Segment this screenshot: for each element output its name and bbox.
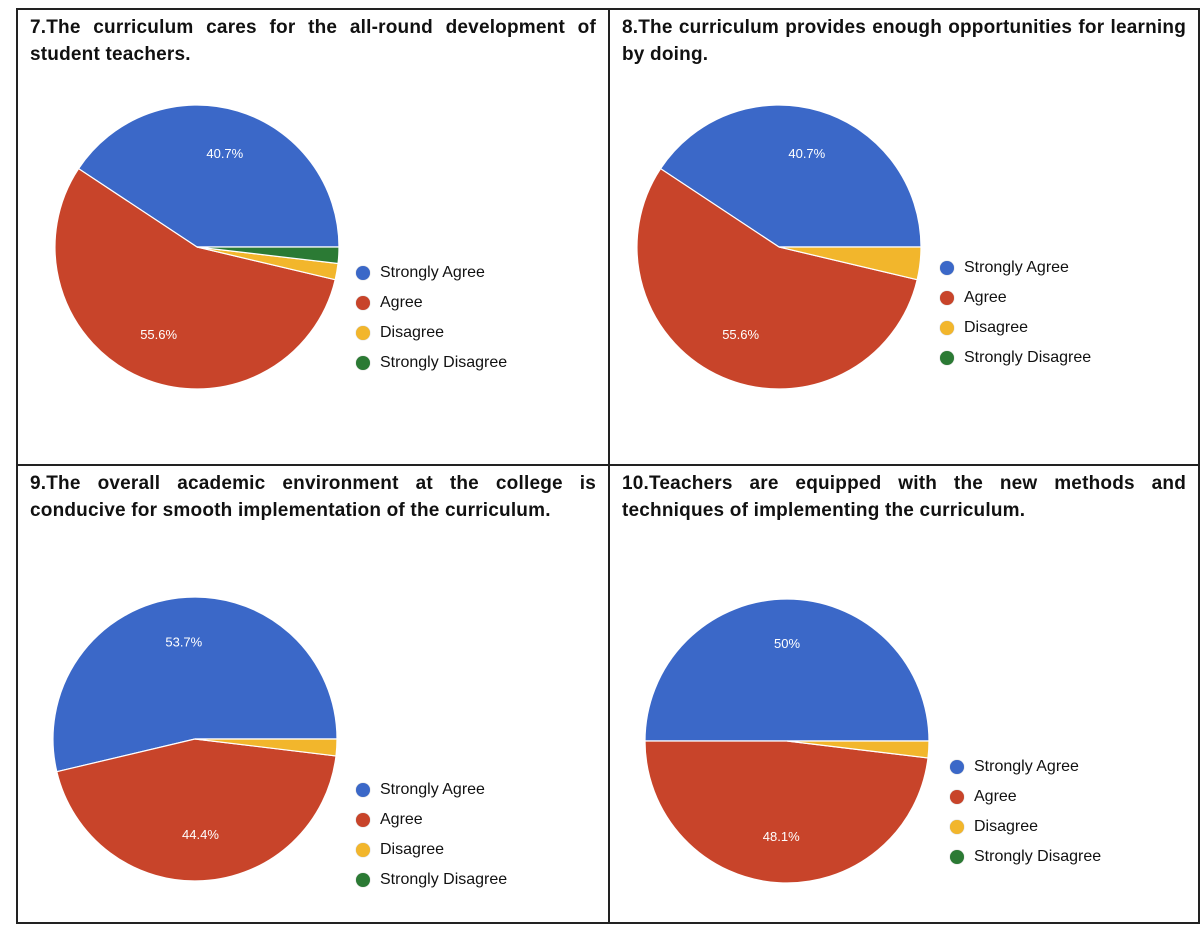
legend-item-strongly-disagree: Strongly Disagree [940, 343, 1091, 373]
pie-slice-disagree [778, 246, 922, 281]
legend-swatch [356, 266, 370, 280]
legend-item-strongly-disagree: Strongly Disagree [356, 348, 507, 378]
legend-label: Agree [964, 289, 1007, 306]
slice-label-strongly-agree: 50% [774, 636, 800, 651]
legend-item-agree: Agree [940, 283, 1091, 313]
pie-slice-agree [54, 167, 336, 390]
legend-swatch [940, 261, 954, 275]
legend-item-strongly-agree: Strongly Agree [940, 253, 1091, 283]
pie-slice-agree [56, 738, 337, 882]
legend-label: Strongly Disagree [974, 848, 1102, 865]
legend-item-strongly-disagree: Strongly Disagree [950, 842, 1101, 872]
legend-swatch [356, 783, 370, 797]
legend-item-disagree: Disagree [950, 812, 1101, 842]
legend-swatch [950, 850, 964, 864]
legend-item-agree: Agree [950, 782, 1101, 812]
legend-label: Disagree [964, 319, 1029, 336]
chart-panel-9: 9.The overall academic environment at th… [18, 466, 608, 922]
pie-slice-disagree [194, 738, 338, 757]
slice-label-agree: 55.6% [722, 327, 759, 342]
legend-label: Agree [380, 294, 423, 311]
pie-slice-strongly-disagree [196, 246, 340, 265]
legend-swatch [356, 356, 370, 370]
slice-label-agree: 44.4% [182, 827, 219, 842]
legend-item-strongly-agree: Strongly Agree [356, 775, 507, 805]
legend-item-strongly-disagree: Strongly Disagree [356, 865, 507, 895]
pie-chart: 50% 48.1% [644, 598, 930, 884]
legend-swatch [940, 351, 954, 365]
legend: Strongly Agree Agree Disagree Strongly Disa… [940, 253, 1091, 373]
chart-panel-10: 10.Teachers are equipped with the new me… [610, 466, 1198, 922]
legend-item-agree: Agree [356, 805, 507, 835]
legend-swatch [356, 813, 370, 827]
legend-label: Strongly Agree [964, 259, 1069, 276]
slice-label-agree: 55.6% [140, 327, 177, 342]
pie-slice-disagree [786, 740, 930, 759]
legend: Strongly Agree Agree Disagree Strongly Disa… [356, 258, 507, 378]
chart-panel-8: 8.The curriculum provides enough opportu… [610, 10, 1198, 464]
legend-item-agree: Agree [356, 288, 507, 318]
chart-title: 7.The curriculum cares for the all-round… [30, 17, 596, 65]
legend-label: Strongly Agree [974, 758, 1079, 775]
pie-slice-agree [644, 740, 929, 884]
legend-item-disagree: Disagree [356, 835, 507, 865]
legend-swatch [940, 291, 954, 305]
grid-divider-horizontal [18, 464, 1198, 466]
legend-swatch [940, 321, 954, 335]
grid-divider-vertical [608, 10, 610, 922]
legend-label: Agree [380, 811, 423, 828]
legend-item-strongly-agree: Strongly Agree [950, 752, 1101, 782]
legend-swatch [356, 326, 370, 340]
chart-title: 8.The curriculum provides enough opportu… [622, 17, 1186, 65]
legend-label: Agree [974, 788, 1017, 805]
legend: Strongly Agree Agree Disagree Strongly Disa… [950, 752, 1101, 872]
slice-label-strongly-agree: 40.7% [788, 146, 825, 161]
legend-item-strongly-agree: Strongly Agree [356, 258, 507, 288]
legend-label: Strongly Disagree [380, 354, 508, 371]
chart-title: 10.Teachers are equipped with the new me… [622, 473, 1186, 521]
pie-chart: 40.7% 55.6% [54, 104, 340, 390]
legend-item-disagree: Disagree [940, 313, 1091, 343]
slice-label-agree: 48.1% [763, 829, 800, 844]
legend-swatch [950, 790, 964, 804]
legend-swatch [356, 296, 370, 310]
pie-chart: 40.7% 55.6% [636, 104, 922, 390]
pie-slice-strongly-agree [52, 596, 338, 773]
legend-swatch [356, 843, 370, 857]
legend-label: Strongly Disagree [380, 871, 508, 888]
legend-label: Disagree [380, 324, 445, 341]
chart-title: 9.The overall academic environment at th… [30, 473, 596, 521]
pie-chart: 53.7% 44.4% [52, 596, 338, 882]
legend-swatch [950, 820, 964, 834]
legend-label: Disagree [380, 841, 445, 858]
chart-panel-7: 7.The curriculum cares for the all-round… [18, 10, 608, 464]
legend-label: Strongly Agree [380, 781, 485, 798]
chart-grid: 7.The curriculum cares for the all-round… [16, 8, 1200, 924]
legend-label: Strongly Agree [380, 264, 485, 281]
legend: Strongly Agree Agree Disagree Strongly Disa… [356, 775, 507, 895]
slice-label-strongly-agree: 53.7% [165, 635, 202, 650]
legend-label: Disagree [974, 818, 1039, 835]
legend-item-disagree: Disagree [356, 318, 507, 348]
legend-swatch [950, 760, 964, 774]
legend-label: Strongly Disagree [964, 349, 1092, 366]
legend-swatch [356, 873, 370, 887]
slice-label-strongly-agree: 40.7% [206, 146, 243, 161]
pie-slice-agree [636, 167, 918, 390]
pie-slice-strongly-agree [644, 598, 930, 742]
